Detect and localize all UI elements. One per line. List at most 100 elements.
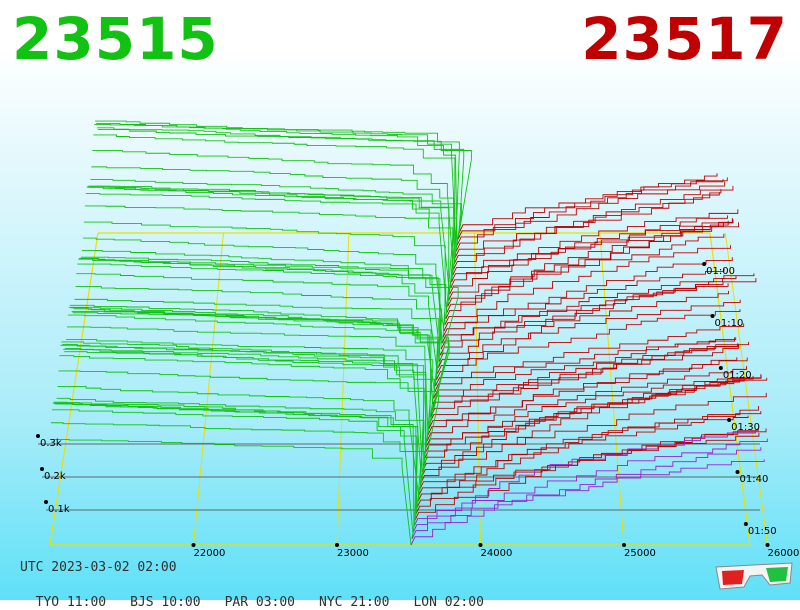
ask-curve-48 bbox=[455, 181, 726, 252]
grid bbox=[38, 232, 768, 546]
time-tick-label-01:40: 01:40 bbox=[740, 474, 769, 485]
ask-curve-37 bbox=[445, 233, 725, 319]
ask-curve-46 bbox=[453, 189, 722, 264]
ask-curve-29 bbox=[437, 290, 729, 368]
xtick-label-24000: 24000 bbox=[481, 548, 513, 559]
3d-glasses-icon[interactable] bbox=[714, 561, 794, 591]
xtick-label-23000: 23000 bbox=[337, 548, 369, 559]
ask-curve-22 bbox=[431, 344, 739, 411]
time-tick-mark-01:00 bbox=[702, 262, 707, 266]
bid-curve-50 bbox=[97, 127, 472, 240]
grid-line-24000 bbox=[473, 232, 481, 546]
bid-curve-48 bbox=[95, 120, 457, 252]
clock-bjs: BJS 10:00 bbox=[130, 595, 201, 610]
ask-curve-11 bbox=[420, 375, 754, 478]
ask-curve-5 bbox=[415, 428, 759, 515]
ask-curve-0 bbox=[410, 459, 765, 546]
xtick-label-26000: 26000 bbox=[768, 548, 800, 559]
bid-curve-40 bbox=[87, 185, 450, 301]
xtick-mark-24000 bbox=[478, 543, 483, 547]
ytick-mark-0.1k bbox=[44, 500, 48, 504]
clock-tyo: TYO 11:00 bbox=[35, 595, 107, 610]
ytick-label-0.3k: 0.3k bbox=[40, 438, 62, 449]
bid-curve-3 bbox=[52, 402, 415, 527]
time-tick-mark-01:10 bbox=[710, 314, 715, 318]
bid-curve-17 bbox=[66, 339, 434, 442]
ask-curve-18 bbox=[427, 357, 748, 436]
grid-left-edge bbox=[49, 232, 99, 546]
time-tick-mark-01:40 bbox=[735, 470, 740, 474]
ask-curve-35 bbox=[443, 257, 733, 332]
ask-curve-2 bbox=[412, 438, 768, 533]
bid-curve-33 bbox=[81, 256, 443, 344]
bid-curve-43 bbox=[90, 179, 463, 283]
ytick-label-0.2k: 0.2k bbox=[44, 471, 66, 482]
utc-time: UTC 2023-03-02 02:00 bbox=[20, 560, 177, 575]
xtick-mark-22000 bbox=[191, 543, 196, 547]
bid-curve-16 bbox=[65, 348, 427, 448]
bid-curve-6 bbox=[55, 403, 418, 509]
xtick-label-25000: 25000 bbox=[624, 548, 656, 559]
bid-curve-44 bbox=[91, 166, 454, 276]
ask-curve-8 bbox=[418, 411, 762, 497]
bid-curve-32 bbox=[80, 258, 442, 350]
time-tick-label-01:10: 01:10 bbox=[715, 318, 744, 329]
xtick-mark-26000 bbox=[765, 543, 770, 547]
ask-curve-15 bbox=[424, 377, 768, 454]
grid-line-23000 bbox=[336, 232, 350, 546]
grid-line-26000 bbox=[724, 232, 768, 546]
time-tick-mark-01:30 bbox=[727, 418, 732, 422]
bid-curve-35 bbox=[82, 237, 445, 331]
time-tick-label-01:30: 01:30 bbox=[731, 422, 760, 433]
bid-curve-1 bbox=[50, 422, 425, 539]
ask-curve-27 bbox=[436, 309, 741, 381]
bid-curve-47 bbox=[94, 124, 460, 258]
depth-curves bbox=[50, 120, 768, 546]
bid-curve-39 bbox=[86, 186, 458, 307]
ask-curve-40 bbox=[448, 222, 724, 301]
bid-curve-30 bbox=[78, 258, 441, 362]
bid-curve-11 bbox=[60, 344, 422, 478]
bid-curve-37 bbox=[84, 205, 454, 319]
time-tick-label-01:20: 01:20 bbox=[723, 370, 752, 381]
grid-line-22000 bbox=[193, 232, 224, 546]
bid-curve-20 bbox=[68, 306, 432, 423]
bid-curve-26 bbox=[74, 298, 439, 386]
grid-line-25000 bbox=[599, 232, 625, 546]
bid-curve-4 bbox=[53, 401, 417, 521]
ask-curve-45 bbox=[452, 192, 720, 270]
bid-price: 23515 bbox=[12, 5, 219, 73]
bid-curve-14 bbox=[63, 348, 435, 460]
ask-curve-1 bbox=[411, 447, 762, 540]
ytick-label-0.1k: 0.1k bbox=[48, 504, 70, 515]
ask-curve-17 bbox=[426, 366, 747, 442]
bid-curve-8 bbox=[57, 386, 420, 497]
ask-curve-36 bbox=[444, 245, 731, 325]
ask-curve-20 bbox=[429, 341, 750, 423]
xtick-mark-23000 bbox=[335, 543, 339, 547]
bid-curve-10 bbox=[59, 355, 425, 484]
bid-curve-9 bbox=[58, 370, 440, 491]
ask-curve-32 bbox=[440, 275, 737, 350]
bid-curve-38 bbox=[85, 193, 448, 313]
bid-curve-5 bbox=[54, 403, 419, 515]
xtick-mark-25000 bbox=[622, 543, 626, 547]
ask-curve-50 bbox=[457, 179, 724, 240]
bid-curve-36 bbox=[83, 221, 446, 325]
time-tick-label-01:50: 01:50 bbox=[748, 526, 777, 537]
xtick-label-22000: 22000 bbox=[194, 548, 226, 559]
ask-curve-3 bbox=[413, 429, 756, 527]
bid-curve-29 bbox=[77, 263, 459, 368]
bid-curve-18 bbox=[66, 326, 429, 435]
time-tick-mark-01:50 bbox=[743, 522, 748, 526]
bid-curve-2 bbox=[51, 409, 414, 533]
axis-ticks: 22000 23000 24000 25000 26000 0.1k 0.2k 0.3k 01:… bbox=[36, 262, 799, 559]
bid-curve-0 bbox=[50, 438, 412, 546]
ask-curve-10 bbox=[420, 392, 767, 485]
ask-curve-47 bbox=[454, 186, 734, 258]
world-clocks: TYO 11:00 BJS 10:00 PAR 03:00 NYC 21:00 LON … bbox=[20, 580, 508, 610]
bid-curve-45 bbox=[92, 150, 454, 270]
ask-curve-24 bbox=[433, 337, 737, 399]
ytick-mark-0.2k bbox=[40, 467, 44, 471]
ask-curve-30 bbox=[438, 278, 757, 362]
